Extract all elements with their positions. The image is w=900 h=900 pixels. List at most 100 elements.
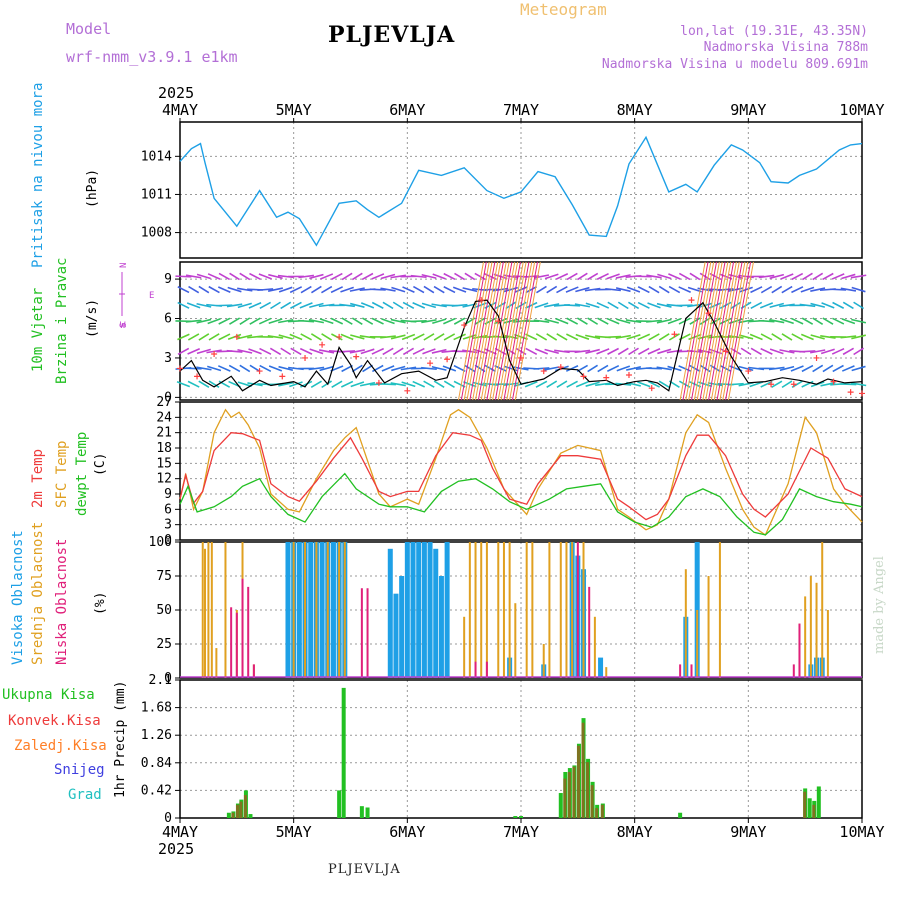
wind-direction-arrow bbox=[290, 301, 302, 309]
wind-direction-arrow bbox=[587, 272, 599, 281]
wind-direction-arrow bbox=[494, 365, 507, 372]
wind-hatch-band bbox=[477, 261, 504, 401]
wind-direction-arrow bbox=[413, 285, 425, 294]
temperature-ytick-label: 3 bbox=[164, 518, 172, 533]
wind-frame bbox=[179, 261, 863, 401]
wind-gust-marker bbox=[478, 297, 485, 304]
precip-ytick-label: 0.42 bbox=[141, 783, 172, 798]
mid-cloud-bar bbox=[463, 616, 466, 678]
wind-direction-arrow bbox=[196, 273, 211, 280]
wind-direction-arrow bbox=[556, 380, 568, 389]
wind-direction-arrow bbox=[605, 287, 621, 292]
wind-direction-arrow bbox=[780, 318, 794, 325]
wind-speed-line bbox=[179, 299, 863, 392]
wind-direction-arrow bbox=[474, 317, 486, 325]
wind-direction-arrow bbox=[647, 302, 661, 309]
wind-direction-arrow bbox=[268, 273, 283, 280]
wind-direction-arrow bbox=[760, 380, 773, 388]
wind-direction-arrow bbox=[258, 317, 272, 325]
wind-direction-arrow bbox=[177, 286, 190, 294]
wind-direction-arrow bbox=[371, 347, 385, 355]
conv-precip-bar bbox=[563, 778, 567, 818]
wind-direction-arrow bbox=[433, 285, 445, 294]
total-precip-bar bbox=[519, 816, 523, 818]
wind-direction-arrow bbox=[546, 380, 558, 389]
wind-direction-arrow bbox=[565, 365, 579, 372]
wind-direction-arrow bbox=[423, 333, 435, 341]
wind-direction-arrow bbox=[217, 365, 231, 372]
wind-direction-arrow bbox=[546, 333, 558, 341]
high-cloud-bar bbox=[399, 576, 405, 678]
wind-direction-arrow bbox=[587, 364, 599, 373]
wind-direction-arrow bbox=[738, 318, 754, 324]
wind-direction-arrow bbox=[799, 350, 816, 353]
precip-ytick-label: 2.1 bbox=[149, 673, 172, 688]
wind-direction-arrow bbox=[840, 335, 857, 339]
wind-direction-arrow bbox=[615, 334, 631, 340]
wind-direction-arrow bbox=[535, 380, 548, 388]
model-label: Model bbox=[66, 20, 112, 38]
wind-direction-arrow bbox=[380, 335, 396, 339]
wind-direction-arrow bbox=[626, 366, 642, 371]
wind-direction-arrow bbox=[779, 349, 795, 354]
wind-direction-arrow bbox=[278, 381, 294, 387]
wind-direction-arrow bbox=[769, 348, 784, 355]
wind-direction-arrow bbox=[810, 349, 826, 354]
wind-gust-marker bbox=[461, 322, 468, 329]
wind-direction-arrow bbox=[574, 349, 591, 354]
wind-gust-marker bbox=[194, 373, 201, 380]
wind-direction-arrow bbox=[248, 302, 262, 309]
wind-gust-marker bbox=[859, 390, 865, 397]
total-precip-bar bbox=[248, 814, 253, 818]
wind-direction-arrow bbox=[208, 285, 220, 294]
mid-cloud-bar bbox=[468, 542, 471, 678]
wind-direction-arrow bbox=[319, 349, 335, 354]
wind-ytick-label: 3 bbox=[164, 351, 172, 366]
high-cloud-bar bbox=[285, 542, 291, 678]
wind-direction-arrow bbox=[596, 348, 610, 355]
wind-direction-arrow bbox=[851, 286, 866, 293]
wind-direction-arrow bbox=[635, 275, 652, 278]
low-cloud-bar bbox=[252, 664, 255, 678]
wind-direction-arrow bbox=[779, 365, 795, 372]
wind-direction-arrow bbox=[412, 380, 426, 388]
wind-direction-arrow bbox=[760, 285, 773, 294]
wind-direction-arrow bbox=[533, 367, 550, 370]
model-name: wrf-nmm_v3.9.1 e1km bbox=[66, 48, 238, 66]
wind-ytick-label: 0 bbox=[164, 390, 172, 405]
wind-direction-arrow bbox=[841, 318, 856, 325]
wind-direction-arrow bbox=[391, 365, 406, 372]
wind-hatch-band bbox=[466, 261, 493, 401]
temp2m-line bbox=[179, 432, 863, 521]
wind-gust-marker bbox=[375, 379, 382, 386]
wind-direction-arrow bbox=[382, 301, 394, 310]
temperature-ytick-label: 0 bbox=[164, 533, 172, 548]
wind-direction-arrow bbox=[239, 364, 251, 373]
wind-direction-arrow bbox=[575, 286, 590, 293]
wind-hatch-band bbox=[500, 261, 527, 401]
wind-direction-arrow bbox=[616, 365, 631, 372]
wind-direction-arrow bbox=[810, 287, 826, 292]
wind-direction-arrow bbox=[597, 317, 609, 325]
wind-direction-arrow bbox=[280, 347, 292, 356]
wind-direction-arrow bbox=[842, 347, 855, 356]
wind-direction-arrow bbox=[555, 317, 569, 325]
low-cloud-bar bbox=[485, 661, 488, 678]
wind-direction-arrow bbox=[331, 272, 343, 281]
mid-cloud-bar bbox=[525, 542, 528, 678]
wind-direction-arrow bbox=[730, 301, 742, 310]
mid-cloud-bar bbox=[292, 542, 295, 678]
wind-direction-arrow bbox=[208, 380, 220, 389]
precip-ytick-label: 0 bbox=[164, 811, 172, 826]
wind-gust-marker bbox=[768, 381, 775, 388]
wind-hatch-band bbox=[716, 261, 743, 401]
wind-direction-arrow bbox=[257, 288, 274, 292]
wind-direction-arrow bbox=[544, 366, 560, 371]
mid-cloud-bar bbox=[565, 542, 568, 678]
compass-n: N bbox=[119, 263, 129, 268]
conv-precip-bar bbox=[812, 804, 816, 818]
wind-direction-arrow bbox=[443, 286, 456, 294]
wind-direction-arrow bbox=[525, 301, 538, 309]
model-altitude-text: Nadmorska Visina u modelu 809.691m bbox=[601, 57, 868, 72]
wind-direction-arrow bbox=[566, 317, 579, 325]
